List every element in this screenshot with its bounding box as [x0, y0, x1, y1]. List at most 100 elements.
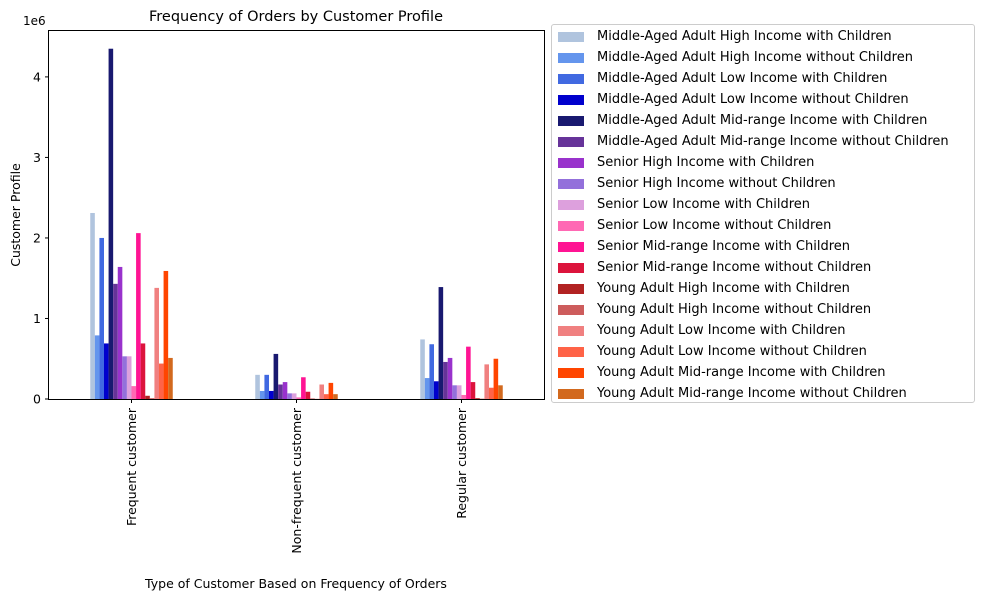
legend-swatch — [558, 388, 584, 399]
legend-item: Young Adult Low Income with Children — [558, 320, 846, 341]
bar — [287, 393, 292, 399]
bar — [301, 377, 306, 399]
bar — [489, 387, 494, 399]
bar — [447, 357, 453, 399]
bar — [333, 394, 338, 399]
bar — [475, 398, 480, 399]
legend-item: Young Adult High Income without Children — [558, 299, 871, 320]
legend-label: Middle-Aged Adult Mid-range Income witho… — [597, 134, 949, 149]
bar — [108, 48, 114, 399]
bar — [319, 384, 324, 399]
bar — [136, 233, 141, 399]
legend-label: Middle-Aged Adult High Income without Ch… — [597, 50, 913, 65]
legend-item: Senior Low Income with Children — [558, 194, 810, 215]
x-axis: Frequent customer Non-frequent customer Re… — [124, 399, 469, 554]
bar — [163, 270, 169, 399]
legend-label: Senior High Income with Children — [597, 155, 815, 170]
bar — [484, 364, 489, 399]
bar — [434, 381, 439, 399]
bar — [269, 390, 274, 399]
bar — [493, 358, 499, 399]
legend-label: Young Adult High Income without Children — [597, 302, 872, 317]
bar — [126, 356, 132, 399]
legend-label: Senior Mid-range Income with Children — [597, 239, 851, 254]
bar — [90, 212, 95, 399]
bar — [131, 386, 137, 399]
bar — [443, 361, 448, 399]
legend-swatch — [558, 115, 584, 126]
legend-item: Young Adult Mid-range Income without Chi… — [558, 383, 907, 404]
bar — [145, 395, 150, 399]
x-tick-label: Frequent customer — [124, 407, 139, 526]
legend-swatch — [558, 262, 584, 273]
bar — [305, 391, 311, 399]
bar — [149, 398, 155, 399]
legend-item: Young Adult Low Income without Children — [558, 341, 867, 362]
legend-swatch — [558, 283, 584, 294]
bar — [278, 384, 283, 399]
legend-item: Middle-Aged Adult Low Income without Chi… — [558, 89, 909, 110]
bar — [159, 363, 164, 399]
bar — [117, 266, 123, 399]
bar — [466, 346, 471, 399]
legend-swatch — [558, 304, 584, 315]
bar — [296, 397, 302, 399]
legend-swatch — [558, 52, 584, 63]
legend-label: Young Adult Low Income without Children — [597, 344, 867, 359]
bar — [424, 378, 430, 399]
bar — [122, 356, 127, 399]
legend-item: Senior High Income with Children — [558, 152, 814, 173]
legend-swatch — [558, 73, 584, 84]
x-axis-label: Type of Customer Based on Frequency of O… — [144, 576, 447, 591]
legend-swatch — [558, 325, 584, 336]
legend-label: Young Adult Mid-range Income without Chi… — [597, 386, 907, 401]
y-axis: 0 1 2 3 4 — [33, 69, 49, 407]
legend-swatch — [558, 157, 584, 168]
bar — [264, 374, 269, 399]
legend-swatch — [558, 199, 584, 210]
bar — [168, 357, 173, 399]
bar — [255, 374, 260, 399]
legend-label: Middle-Aged Adult Low Income without Chi… — [597, 92, 909, 107]
bar — [94, 335, 100, 399]
bar — [113, 283, 118, 399]
legend-label: Senior Low Income without Children — [597, 218, 832, 233]
bar — [259, 390, 265, 399]
legend-label: Senior High Income without Children — [597, 176, 836, 191]
x-tick-label: Non-frequent customer — [289, 407, 304, 553]
legend-item: Senior High Income without Children — [558, 173, 836, 194]
legend-swatch — [558, 178, 584, 189]
y-tick-label: 2 — [33, 230, 41, 245]
bars-group — [90, 48, 503, 399]
legend-label: Middle-Aged Adult Mid-range Income with … — [597, 113, 928, 128]
bar — [154, 287, 159, 399]
legend-label: Middle-Aged Adult Low Income with Childr… — [597, 71, 888, 86]
legend-label: Young Adult Low Income with Children — [597, 323, 846, 338]
y-tick-label: 0 — [33, 392, 41, 407]
y-offset-label: 1e6 — [23, 14, 46, 28]
bar — [104, 343, 109, 399]
bar — [420, 339, 425, 399]
y-tick-label: 4 — [33, 69, 41, 84]
legend-item: Middle-Aged Adult Mid-range Income witho… — [558, 131, 949, 152]
bar — [324, 394, 329, 399]
legend-swatch — [558, 367, 584, 378]
chart-title: Frequency of Orders by Customer Profile — [149, 9, 443, 25]
legend-label: Middle-Aged Adult High Income with Child… — [597, 29, 892, 44]
legend-swatch — [558, 220, 584, 231]
legend-swatch — [558, 94, 584, 105]
legend-swatch — [558, 31, 584, 42]
bar — [452, 385, 457, 399]
legend-swatch — [558, 136, 584, 147]
legend-item: Senior Low Income without Children — [558, 215, 831, 236]
bar — [438, 287, 444, 399]
legend-label: Young Adult High Income with Children — [597, 281, 850, 296]
bar — [328, 382, 334, 399]
legend-item: Middle-Aged Adult Mid-range Income with … — [558, 110, 927, 131]
bar — [282, 382, 288, 399]
legend-item: Middle-Aged Adult High Income without Ch… — [558, 47, 913, 68]
legend-item: Senior Mid-range Income without Children — [558, 257, 871, 278]
legend-swatch — [558, 241, 584, 252]
bar — [273, 353, 279, 399]
